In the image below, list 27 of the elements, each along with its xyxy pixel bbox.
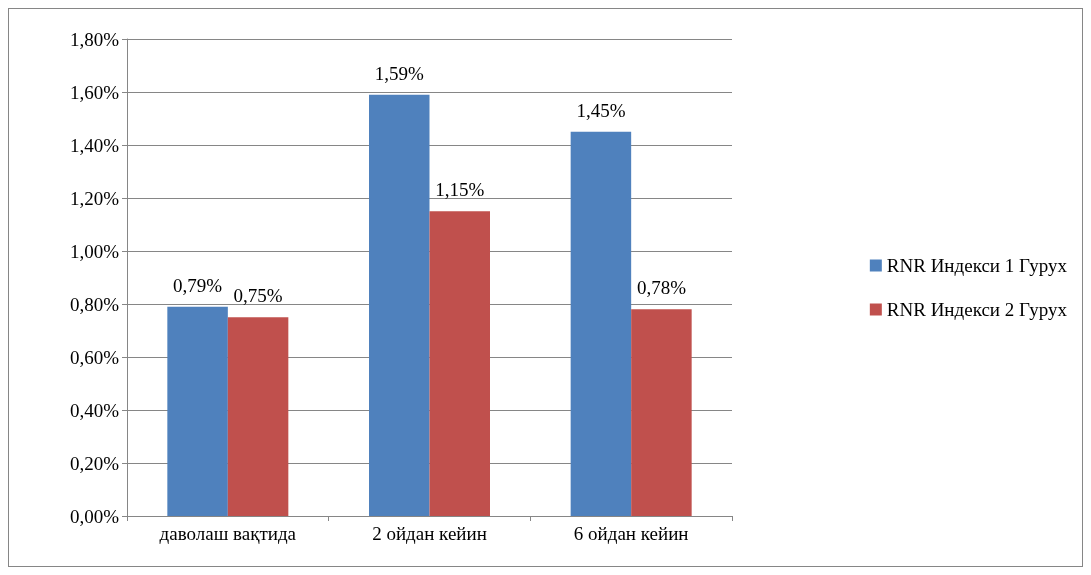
bar (369, 94, 430, 516)
legend-label: RNR Индекси 1 Гурух (886, 255, 1068, 276)
y-tick-label: 0,20% (69, 452, 120, 474)
y-tick-label: 0,40% (69, 399, 120, 421)
bar (429, 211, 490, 516)
bar (227, 317, 289, 516)
data-label: 0,78% (636, 277, 687, 299)
x-tick-label: 2 ойдан кейин (372, 523, 487, 544)
y-tick-label: 0,60% (69, 346, 120, 368)
data-label: 1,15% (435, 179, 485, 201)
data-label: 1,59% (374, 62, 424, 84)
y-tick-label: 1,40% (69, 134, 120, 156)
y-tick-label: 1,80% (69, 28, 120, 50)
data-label: 0,79% (173, 274, 223, 296)
x-tick-label: даволаш вақтида (159, 523, 297, 544)
x-tick-label: 6 ойдан кейин (573, 523, 689, 544)
y-tick-label: 1,00% (69, 240, 120, 262)
y-tick-label: 0,80% (69, 293, 120, 315)
bar (167, 306, 228, 516)
legend-label: RNR Индекси 2 Гурух (886, 299, 1068, 320)
bar (631, 309, 692, 516)
data-label: 0,75% (233, 285, 283, 307)
data-label: 1,45% (576, 99, 626, 121)
y-tick-label: 1,60% (69, 81, 120, 103)
y-tick-label: 0,00% (69, 505, 120, 527)
bar (570, 131, 632, 516)
y-tick-label: 1,20% (69, 187, 120, 209)
